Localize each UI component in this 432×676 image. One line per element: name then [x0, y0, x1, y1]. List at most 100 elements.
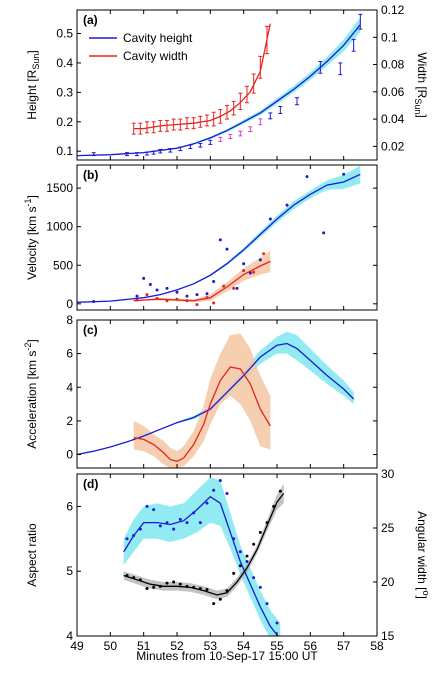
panel-d-series-1-point: [278, 489, 282, 493]
panel-d-series-0-point: [138, 527, 142, 531]
panel-b-ylabel-end: ]: [25, 195, 39, 198]
panel-d-series-0-point: [145, 504, 149, 508]
panel-d-series-0-point: [165, 521, 169, 525]
panel-d-series-0-point: [238, 550, 242, 554]
panel-d-frame: [76, 473, 378, 637]
panel-a-y2tick-label: 0.04: [381, 112, 405, 126]
panel-b-series-0-point: [218, 238, 222, 242]
panel-d-series-1-point: [138, 578, 142, 582]
panel-d-series-1-point: [172, 580, 176, 584]
panel-d-series-1-point: [265, 521, 269, 525]
panel-a-ytick-label: 0.1: [56, 144, 73, 158]
panel-d-series-0-point: [225, 491, 229, 495]
panel-d-series-0-point: [132, 534, 136, 538]
panel-a-ytick-label: 0.3: [56, 85, 73, 99]
x-axis-label: Minutes from 10-Sep-17 15:00 UT: [136, 649, 318, 663]
panel-d-series-0-point: [185, 521, 189, 525]
panel-d-tag: (d): [83, 477, 98, 491]
panel-c-ytick-label: 6: [66, 347, 73, 361]
panel-d-series-0-point: [218, 478, 222, 482]
panel-b-series-1-point: [242, 269, 246, 273]
x-tick-label: 57: [337, 639, 351, 653]
panel-d-ytick-label: 5: [66, 564, 73, 578]
panel-b-series-0-point: [135, 294, 139, 298]
panel-d-series-0-point: [245, 559, 249, 563]
panel-d-series-0-band: [123, 477, 281, 636]
panel-d-ylabel: Aspect ratio: [25, 523, 39, 587]
panel-b-series-1-point: [145, 293, 149, 297]
panel-b-series-1-point: [135, 298, 139, 302]
panel-a-ylabel: Height [RSun]: [25, 50, 41, 119]
panel-d-y2label-sup: o: [421, 591, 431, 596]
panel-d-y2label-end: ]: [415, 596, 429, 599]
panel-b-series-0-point: [142, 276, 146, 280]
panel-a-tag: (a): [83, 13, 98, 27]
panel-c-series-0-line: [77, 342, 355, 456]
panel-b-series-1-point: [175, 297, 179, 301]
panel-a-ylabel-sub: Sun: [31, 54, 41, 70]
panel-a-ytick-label: 0.2: [56, 115, 73, 129]
panel-b-series-0-point: [185, 294, 189, 298]
panel-c-ylabel-text: Acceleration [km s: [25, 351, 39, 449]
x-tick-label: 55: [270, 639, 284, 653]
panel-d-series-1-point: [125, 574, 129, 578]
panel-a-y2label: Width [RSun]: [413, 52, 429, 117]
panel-d-series-0-point: [152, 508, 156, 512]
panel-d-series-0-point: [198, 521, 202, 525]
panel-d-series-0-point: [158, 524, 162, 528]
panel-a-ylabel-text: Height [R: [25, 69, 39, 119]
panel-d-series-1-point: [192, 585, 196, 589]
panel-d-series-0-point: [172, 527, 176, 531]
panel-d-y2tick-label: 20: [381, 575, 395, 589]
panel-d-series-1-point: [225, 589, 229, 593]
x-tick-label: 50: [104, 639, 118, 653]
panel-b-series-1-point: [205, 296, 209, 300]
panel-c-ylabel: Acceleration [km s-2]: [23, 339, 39, 448]
panel-d-series-1-point: [205, 588, 209, 592]
panel-b-ylabel-sup: -1: [23, 198, 33, 206]
x-tick-label: 58: [370, 639, 384, 653]
panel-a-ytick-label: 0.4: [56, 56, 73, 70]
panel-a-y2tick-label: 0.08: [381, 58, 405, 72]
panel-a-y2tick-label: 0.06: [381, 85, 405, 99]
panel-a-y2label-text: Width [R: [415, 52, 429, 98]
panel-a-ytick-label: 0.5: [56, 27, 73, 41]
panel-d-series-0-point: [212, 488, 216, 492]
panel-d-ylabel-text: Aspect ratio: [25, 523, 39, 587]
panel-d-series-1-point: [238, 564, 242, 568]
panel-d-y2tick-label: 25: [381, 521, 395, 535]
panel-a-y2tick-label: 0.02: [381, 139, 405, 153]
panel-b-ytick-label: 500: [53, 258, 73, 272]
panel-b-series-0-point: [148, 283, 152, 287]
panel-d-series-1-point: [178, 582, 182, 586]
panel-b-ytick-label: 1500: [46, 181, 73, 195]
panel-b-series-1-point: [232, 286, 236, 290]
panel-d-y2label-text: Angular width [: [415, 511, 429, 591]
panel-d-series-0-point: [205, 501, 209, 505]
panel-c-ylabel-sup: -2: [23, 343, 33, 351]
panel-b-series-0-point: [242, 262, 246, 266]
panel-d-series-1-point: [245, 554, 249, 558]
panel-d-series-1-line: [123, 493, 285, 596]
x-tick-label: 49: [70, 639, 84, 653]
panel-d-ytick-label: 4: [66, 629, 73, 643]
panel-b-series-0-point: [248, 271, 252, 275]
panel-d-series-0-point: [178, 517, 182, 521]
panel-d-series-1-point: [185, 584, 189, 588]
panel-a-y2label-sub: Sun: [413, 98, 423, 114]
panel-b-series-0-point: [285, 203, 289, 207]
panel-d-y2tick-label: 15: [381, 629, 395, 643]
panel-b-series-0-line: [77, 173, 361, 303]
panel-a-y2tick-label: 0.1: [381, 30, 398, 44]
panel-d-series-1-point: [252, 542, 256, 546]
panel-d-series-0-point: [275, 621, 279, 625]
panel-b-series-1-point: [155, 296, 159, 300]
panel-b-series-0-band: [77, 165, 361, 303]
panel-d-series-0-point: [258, 585, 262, 589]
panel-b-ylabel: Velocity [km s-1]: [23, 195, 39, 280]
panel-b-series-0-point: [322, 231, 326, 235]
panel-c-ytick-label: 8: [66, 313, 73, 327]
panel-b-series-0-point: [165, 286, 169, 290]
panel-b-series-0-point: [205, 292, 209, 296]
